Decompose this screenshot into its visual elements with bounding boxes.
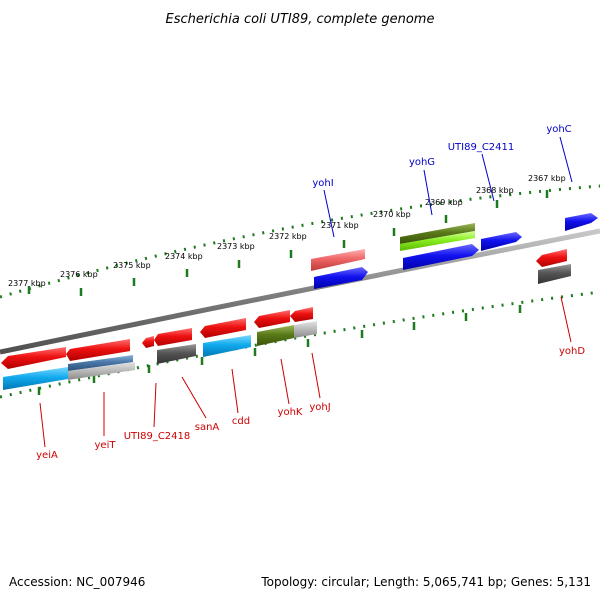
kbp-label-2371: 2371 kbp — [321, 221, 359, 230]
gene-label-yohJ[interactable]: yohJ — [309, 402, 330, 413]
gene-label-UTI89_C2418[interactable]: UTI89_C2418 — [124, 431, 191, 442]
gene-label-yohI[interactable]: yohI — [312, 178, 333, 189]
gene-feature[interactable] — [142, 336, 154, 348]
kbp-label-2369: 2369 kbp — [425, 198, 463, 207]
gene-features-bottom — [1, 307, 317, 390]
gene-feature[interactable] — [536, 249, 567, 267]
gene-label-UTI89_C2411[interactable]: UTI89_C2411 — [448, 142, 515, 153]
gene-feature[interactable] — [481, 232, 522, 251]
kbp-label-2367: 2367 kbp — [528, 174, 566, 183]
map-title: Escherichia coli UTI89, complete genome — [166, 12, 435, 27]
gene-feature[interactable] — [254, 310, 290, 328]
inner-tick-ring — [0, 290, 600, 399]
kbp-label-2374: 2374 kbp — [165, 252, 203, 261]
gene-feature[interactable] — [294, 321, 317, 338]
genome-backbone — [0, 228, 600, 355]
gene-feature[interactable] — [403, 244, 479, 270]
gene-feature[interactable] — [3, 367, 68, 390]
gene-feature[interactable] — [400, 231, 475, 251]
accession-text: Accession: NC_007946 — [9, 575, 145, 589]
gene-feature[interactable] — [538, 264, 571, 284]
gene-labels-top: yohI yohG UTI89_C2411 yohC — [312, 124, 571, 189]
gene-label-yeiT[interactable]: yeiT — [95, 440, 117, 451]
kbp-label-2376: 2376 kbp — [60, 270, 98, 279]
leader-lines-bottom — [39, 296, 572, 448]
kbp-labels: 2377 kbp 2376 kbp 2375 kbp 2374 kbp 2373… — [8, 174, 566, 288]
gene-feature[interactable] — [200, 318, 246, 338]
gene-feature[interactable] — [314, 267, 368, 289]
kbp-label-2373: 2373 kbp — [217, 242, 255, 251]
gene-feature[interactable] — [400, 223, 475, 244]
gene-feature[interactable] — [68, 355, 133, 371]
topology-text: Topology: circular; Length: 5,065,741 bp… — [260, 575, 591, 589]
gene-label-yeiA[interactable]: yeiA — [36, 450, 58, 461]
gene-label-yohD[interactable]: yohD — [559, 346, 585, 357]
outer-major-ticks — [27, 190, 549, 296]
gene-label-sanA[interactable]: sanA — [195, 422, 220, 433]
gene-labels-bottom: yeiA yeiT UTI89_C2418 sanA cdd yohK yohJ… — [36, 346, 585, 461]
gene-feature[interactable] — [66, 339, 130, 361]
gene-label-yohC[interactable]: yohC — [546, 124, 571, 135]
gene-label-yohK[interactable]: yohK — [278, 407, 303, 418]
gene-feature[interactable] — [1, 347, 66, 369]
kbp-label-2368: 2368 kbp — [476, 186, 514, 195]
kbp-label-2375: 2375 kbp — [113, 261, 151, 270]
leader-lines-top — [323, 136, 573, 238]
gene-feature[interactable] — [157, 344, 196, 364]
kbp-label-2377: 2377 kbp — [8, 279, 46, 288]
gene-feature[interactable] — [290, 307, 313, 322]
gene-features-top — [311, 213, 598, 289]
gene-feature[interactable] — [565, 213, 598, 231]
gene-label-yohG[interactable]: yohG — [409, 157, 435, 168]
gene-feature[interactable] — [203, 335, 251, 357]
gene-feature[interactable] — [154, 328, 192, 346]
gene-feature[interactable] — [311, 249, 365, 271]
inner-major-ticks — [37, 305, 522, 395]
kbp-label-2370: 2370 kbp — [373, 210, 411, 219]
gene-feature[interactable] — [68, 362, 135, 380]
gene-label-cdd[interactable]: cdd — [232, 416, 250, 427]
kbp-label-2372: 2372 kbp — [269, 232, 307, 241]
gene-feature[interactable] — [257, 325, 294, 346]
